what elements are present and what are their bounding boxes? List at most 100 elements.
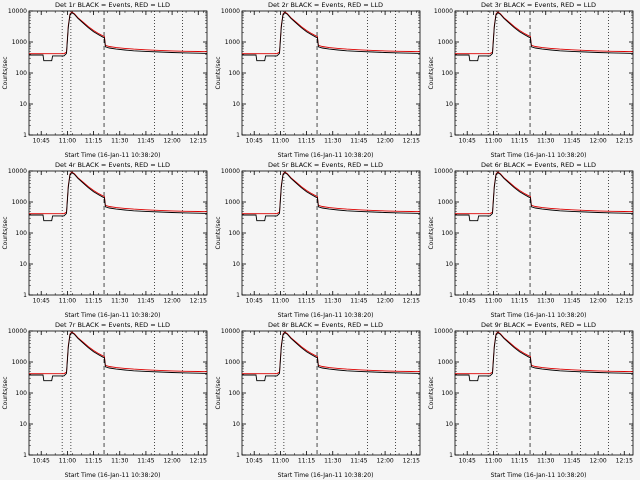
y-tick-label: 10	[445, 101, 453, 108]
y-tick-label: 100	[16, 230, 28, 237]
x-tick-label: 11:45	[350, 458, 367, 465]
y-tick-label: 100	[16, 390, 28, 397]
x-tick-label: 11:30	[324, 298, 341, 305]
plot-frame	[241, 170, 421, 296]
y-tick-label: 1000	[438, 199, 453, 206]
x-tick-label: 10:45	[246, 458, 263, 465]
x-tick-label: 11:45	[350, 298, 367, 305]
x-tick-label: 11:30	[537, 138, 554, 145]
x-tick-label: 10:45	[459, 458, 476, 465]
chart-panel: Det 1r BLACK = Events, RED = LLD 10:45 11:…	[0, 0, 213, 160]
x-tick-label: 11:15	[511, 298, 528, 305]
x-tick-label: 12:00	[376, 458, 393, 465]
x-tick-label: 12:15	[616, 458, 633, 465]
x-axis-label: Start Time (16-Jan-11 10:38:20)	[65, 312, 161, 319]
chart-canvas: Det 9r BLACK = Events, RED = LLD 10:45 11:…	[428, 321, 634, 479]
x-tick-label: 11:30	[111, 298, 128, 305]
plot-frame	[241, 330, 421, 456]
chart-panel: Det 3r BLACK = Events, RED = LLD 10:45 11:…	[426, 0, 639, 160]
x-tick-label: 12:15	[403, 298, 420, 305]
x-tick-label: 11:00	[272, 458, 289, 465]
y-tick-label: 100	[16, 70, 28, 77]
y-axis-label: Counts/sec	[428, 216, 435, 249]
chart-title: Det 4r BLACK = Events, RED = LLD	[55, 161, 170, 169]
y-tick-label: 10	[19, 421, 27, 428]
y-tick-label: 10	[19, 261, 27, 268]
x-tick-label: 11:30	[537, 298, 554, 305]
y-tick-label: 1000	[12, 359, 27, 366]
x-tick-label: 11:00	[59, 458, 76, 465]
x-tick-label: 10:45	[246, 138, 263, 145]
chart-canvas: Det 7r BLACK = Events, RED = LLD 10:45 11:…	[2, 321, 208, 479]
y-tick-label: 10000	[221, 168, 240, 175]
x-tick-label: 12:15	[616, 138, 633, 145]
y-axis-label: Counts/sec	[428, 376, 435, 409]
x-tick-label: 11:00	[272, 298, 289, 305]
x-tick-label: 12:15	[403, 458, 420, 465]
y-tick-label: 1000	[225, 359, 240, 366]
chart-title: Det 8r BLACK = Events, RED = LLD	[268, 321, 383, 329]
y-tick-label: 100	[229, 70, 241, 77]
x-tick-label: 11:00	[59, 138, 76, 145]
x-tick-label: 11:15	[298, 458, 315, 465]
y-tick-label: 10	[445, 421, 453, 428]
series-lld	[455, 171, 634, 215]
y-tick-label: 1	[449, 292, 453, 299]
series-events	[242, 332, 421, 382]
series-lld	[29, 11, 208, 55]
y-tick-label: 1	[23, 452, 27, 459]
chart-canvas: Det 5r BLACK = Events, RED = LLD 10:45 11:…	[215, 161, 421, 319]
y-tick-label: 10000	[8, 8, 27, 15]
y-tick-label: 1	[236, 292, 240, 299]
y-tick-label: 1	[449, 452, 453, 459]
x-tick-label: 12:00	[163, 458, 180, 465]
plot-frame	[454, 170, 634, 296]
x-tick-label: 11:30	[324, 458, 341, 465]
y-tick-label: 1	[236, 452, 240, 459]
chart-title: Det 3r BLACK = Events, RED = LLD	[481, 1, 596, 9]
plot-frame	[241, 10, 421, 136]
series-lld	[29, 331, 208, 375]
y-tick-label: 10000	[221, 328, 240, 335]
y-axis-label: Counts/sec	[215, 216, 222, 249]
x-axis-label: Start Time (16-Jan-11 10:38:20)	[491, 152, 587, 159]
chart-canvas: Det 3r BLACK = Events, RED = LLD 10:45 11:…	[428, 1, 634, 159]
x-tick-label: 11:45	[137, 298, 154, 305]
y-tick-label: 1	[23, 132, 27, 139]
x-tick-label: 12:15	[190, 458, 207, 465]
x-tick-label: 11:00	[485, 298, 502, 305]
series-events	[242, 12, 421, 62]
y-tick-label: 10000	[434, 328, 453, 335]
y-tick-label: 10000	[221, 8, 240, 15]
y-tick-label: 1000	[225, 199, 240, 206]
x-axis-label: Start Time (16-Jan-11 10:38:20)	[491, 312, 587, 319]
chart-title: Det 9r BLACK = Events, RED = LLD	[481, 321, 596, 329]
x-tick-label: 11:30	[111, 458, 128, 465]
series-events	[455, 172, 634, 222]
x-axis-label: Start Time (16-Jan-11 10:38:20)	[65, 472, 161, 479]
y-tick-label: 10	[445, 261, 453, 268]
y-tick-label: 10000	[434, 168, 453, 175]
x-tick-label: 12:00	[163, 298, 180, 305]
x-tick-label: 11:00	[272, 138, 289, 145]
x-tick-label: 11:30	[111, 138, 128, 145]
y-axis-label: Counts/sec	[215, 56, 222, 89]
chart-title: Det 2r BLACK = Events, RED = LLD	[268, 1, 383, 9]
x-tick-label: 12:00	[376, 138, 393, 145]
chart-canvas: Det 2r BLACK = Events, RED = LLD 10:45 11:…	[215, 1, 421, 159]
x-tick-label: 11:45	[350, 138, 367, 145]
chart-panel: Det 6r BLACK = Events, RED = LLD 10:45 11:…	[426, 160, 639, 320]
chart-panel: Det 5r BLACK = Events, RED = LLD 10:45 11:…	[213, 160, 426, 320]
chart-title: Det 6r BLACK = Events, RED = LLD	[481, 161, 596, 169]
x-tick-label: 11:15	[511, 138, 528, 145]
y-tick-label: 10000	[8, 168, 27, 175]
series-events	[29, 172, 208, 222]
x-tick-label: 12:00	[589, 298, 606, 305]
y-tick-label: 1	[236, 132, 240, 139]
y-axis-label: Counts/sec	[2, 216, 9, 249]
chart-panel: Det 2r BLACK = Events, RED = LLD 10:45 11:…	[213, 0, 426, 160]
y-tick-label: 1000	[438, 39, 453, 46]
chart-canvas: Det 8r BLACK = Events, RED = LLD 10:45 11:…	[215, 321, 421, 479]
y-tick-label: 100	[229, 390, 241, 397]
y-tick-label: 10	[19, 101, 27, 108]
